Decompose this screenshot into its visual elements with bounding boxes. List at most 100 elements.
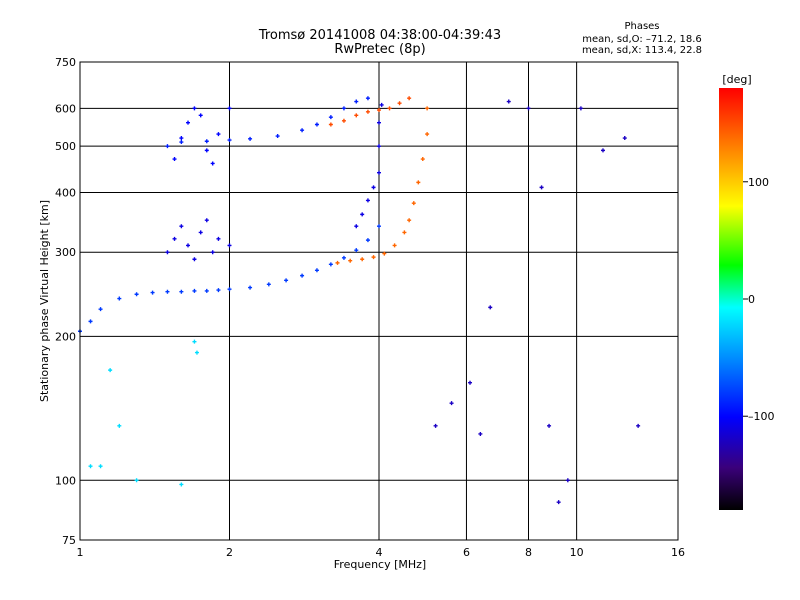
- data-point: [425, 106, 430, 111]
- data-point: [478, 431, 483, 436]
- colorbar-tick-label: 0: [748, 293, 755, 306]
- data-point: [266, 282, 271, 287]
- data-point: [328, 115, 333, 120]
- data-point: [377, 170, 381, 175]
- data-point: [204, 218, 209, 223]
- data-points: [78, 96, 641, 505]
- data-point: [204, 288, 209, 293]
- phases-box-o-stats: mean, sd,O: –71.2, 18.6: [582, 34, 702, 45]
- data-point: [192, 339, 197, 344]
- data-point: [468, 380, 473, 385]
- data-point: [365, 96, 370, 101]
- data-point: [360, 212, 365, 217]
- x-axis: 1 2 4 6 8 10 16: [77, 546, 686, 559]
- chart-subtitle: RwPretec (8p): [334, 42, 425, 57]
- data-point: [365, 198, 370, 203]
- data-point: [506, 99, 511, 104]
- data-point: [210, 161, 215, 166]
- data-point: [547, 423, 552, 428]
- y-tick-label: 200: [55, 330, 76, 343]
- data-point: [198, 230, 203, 235]
- data-point: [192, 257, 197, 262]
- colorbar-tick-label: 100: [748, 176, 769, 189]
- y-tick-label: 600: [55, 102, 76, 115]
- data-point: [314, 122, 319, 127]
- data-point: [411, 201, 416, 206]
- data-point: [179, 140, 184, 145]
- data-point: [210, 250, 215, 255]
- data-point: [314, 268, 319, 273]
- data-point: [227, 138, 232, 143]
- data-point: [300, 128, 305, 133]
- plot-frame: [79, 61, 679, 541]
- data-point: [600, 148, 605, 153]
- data-point: [165, 289, 170, 294]
- data-point: [179, 289, 184, 294]
- data-point: [108, 368, 113, 373]
- x-tick-label: 10: [570, 546, 584, 559]
- y-tick-label: 400: [55, 186, 76, 199]
- y-tick-label: 300: [55, 246, 76, 259]
- data-point: [134, 478, 139, 483]
- data-point: [365, 238, 370, 243]
- data-point: [377, 120, 381, 125]
- data-point: [377, 144, 381, 149]
- y-axis: 75 100 200 300 400 500 600 750: [55, 56, 76, 547]
- data-point: [328, 122, 333, 127]
- data-point: [194, 350, 199, 355]
- data-point: [526, 106, 531, 111]
- data-point: [150, 290, 155, 295]
- x-tick-label: 6: [463, 546, 470, 559]
- data-point: [88, 319, 93, 324]
- data-point: [407, 96, 412, 101]
- data-point: [407, 218, 412, 223]
- data-point: [186, 243, 191, 248]
- data-point: [275, 134, 280, 139]
- data-point: [300, 273, 305, 278]
- data-point: [248, 136, 253, 141]
- data-point: [636, 423, 641, 428]
- data-point: [371, 185, 376, 190]
- data-point: [204, 148, 209, 153]
- data-point: [433, 423, 438, 428]
- data-point: [348, 258, 353, 263]
- data-point: [179, 136, 184, 141]
- data-point: [341, 118, 346, 123]
- data-point: [172, 236, 177, 241]
- data-point: [198, 113, 203, 118]
- data-point: [98, 464, 103, 469]
- data-point: [377, 224, 381, 229]
- y-axis-label: Stationary phase Virtual Height [km]: [38, 200, 51, 402]
- data-point: [565, 478, 570, 483]
- data-point: [377, 108, 381, 113]
- colorbar-label: [deg]: [722, 73, 751, 86]
- data-point: [578, 106, 583, 111]
- data-point: [117, 296, 122, 301]
- data-point: [88, 464, 93, 469]
- colorbar: [719, 88, 743, 510]
- x-tick-label: 8: [525, 546, 532, 559]
- data-point: [216, 288, 221, 293]
- data-point: [165, 250, 170, 255]
- grid: [80, 62, 678, 540]
- data-point: [341, 255, 346, 260]
- data-point: [192, 288, 197, 293]
- x-tick-label: 2: [226, 546, 233, 559]
- data-point: [165, 144, 170, 149]
- data-point: [354, 248, 359, 253]
- data-point: [172, 157, 177, 162]
- x-tick-label: 16: [671, 546, 685, 559]
- data-point: [284, 278, 289, 283]
- phases-box-title: Phases: [624, 21, 659, 32]
- x-tick-label: 1: [77, 546, 84, 559]
- colorbar-ticks: 100 0 –100: [743, 176, 775, 423]
- data-point: [98, 307, 103, 312]
- data-point: [387, 106, 392, 111]
- data-point: [365, 109, 370, 114]
- data-point: [227, 106, 232, 111]
- data-point: [179, 224, 184, 229]
- y-tick-label: 500: [55, 140, 76, 153]
- x-tick-label: 4: [376, 546, 383, 559]
- chart-title: Tromsø 20141008 04:38:00-04:39:43: [258, 28, 501, 43]
